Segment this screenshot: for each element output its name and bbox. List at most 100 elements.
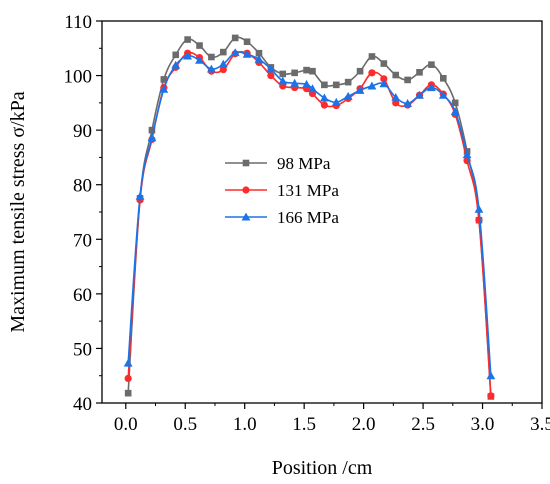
data-point: [367, 81, 377, 90]
data-point: [230, 48, 240, 57]
data-point: [208, 53, 215, 61]
data-point: [475, 216, 483, 224]
x-tick-label: 2.5: [411, 414, 435, 435]
x-axis-label: Position /cm: [272, 457, 373, 479]
data-point: [219, 48, 227, 56]
series-2: [123, 48, 496, 380]
data-point: [380, 75, 388, 83]
y-axis-label: Maximum tensile stress σ/kPa: [7, 91, 29, 332]
data-point: [439, 75, 447, 82]
y-axis: 40 50 60 70 80 90 100 110: [64, 12, 102, 415]
x-tick-label: 2.0: [352, 414, 376, 435]
legend: 98 MPa 131 MPa 166 MPa: [225, 154, 339, 227]
data-point: [184, 36, 191, 43]
data-point: [148, 126, 156, 134]
data-point: [392, 71, 400, 79]
legend-item: 98 MPa: [225, 154, 331, 173]
data-point: [438, 90, 448, 99]
data-point: [355, 85, 365, 94]
legend-item: 131 MPa: [225, 181, 339, 200]
data-point: [160, 76, 168, 83]
data-point: [279, 70, 287, 78]
legend-item: 166 MPa: [225, 208, 339, 227]
x-axis: 0.0 0.5 1.0 1.5 2.0 2.5 3.0 3.5: [114, 403, 550, 435]
data-point: [171, 60, 181, 69]
y-tick-label: 40: [73, 394, 92, 415]
data-point: [487, 392, 495, 400]
data-point: [474, 204, 484, 213]
data-point: [255, 49, 263, 57]
data-point: [427, 83, 436, 92]
data-point: [403, 99, 413, 107]
y-tick-label: 70: [73, 230, 92, 251]
data-point: [368, 53, 376, 60]
y-tick-label: 110: [64, 12, 92, 33]
data-point: [147, 133, 157, 142]
data-point: [308, 84, 317, 93]
data-point: [278, 76, 288, 85]
data-point: [451, 99, 459, 107]
series-layer: [123, 34, 496, 400]
data-point: [356, 67, 364, 75]
legend-marker: [242, 159, 250, 167]
data-point: [392, 99, 400, 107]
data-point: [123, 358, 133, 367]
data-point: [379, 79, 389, 88]
data-point: [343, 91, 353, 100]
y-tick-label: 100: [64, 67, 93, 88]
data-point: [303, 66, 310, 74]
x-tick-label: 3.0: [471, 414, 495, 435]
y-tick-label: 50: [73, 339, 92, 360]
data-point: [309, 67, 316, 75]
data-point: [242, 49, 252, 58]
data-point: [267, 71, 275, 80]
data-point: [450, 107, 460, 116]
legend-label: 131 MPa: [277, 181, 339, 200]
x-tick-label: 3.5: [530, 414, 550, 435]
data-point: [344, 78, 352, 86]
data-point: [391, 93, 401, 101]
data-point: [219, 65, 227, 74]
data-point: [332, 81, 340, 89]
data-point: [404, 76, 411, 84]
data-point: [159, 84, 169, 93]
data-point: [243, 38, 251, 46]
data-point: [368, 69, 376, 77]
data-point: [331, 97, 341, 106]
data-point: [416, 68, 423, 76]
legend-marker: [241, 212, 251, 221]
data-point: [183, 51, 193, 60]
legend-label: 166 MPa: [277, 208, 339, 227]
data-point: [196, 42, 203, 49]
y-tick-label: 90: [73, 121, 92, 142]
x-tick-label: 1.5: [292, 414, 316, 435]
data-point: [135, 191, 145, 200]
y-tick-label: 80: [73, 176, 92, 197]
data-point: [207, 64, 216, 73]
data-point: [415, 90, 424, 99]
data-point: [462, 150, 472, 159]
data-point: [195, 55, 204, 64]
data-point: [124, 389, 132, 397]
data-point: [218, 59, 228, 68]
data-point: [486, 371, 496, 380]
data-point: [302, 79, 311, 88]
x-tick-label: 0.0: [114, 414, 138, 435]
data-point: [380, 60, 388, 67]
legend-label: 98 MPa: [277, 154, 331, 173]
data-point: [124, 374, 132, 383]
data-point: [321, 81, 328, 89]
data-point: [254, 54, 264, 63]
data-point: [320, 101, 328, 109]
data-point: [266, 64, 276, 73]
data-point: [291, 69, 298, 77]
legend-marker: [242, 186, 250, 194]
data-point: [428, 61, 435, 68]
y-tick-label: 60: [73, 285, 92, 306]
data-point: [319, 93, 329, 102]
x-tick-label: 1.0: [233, 414, 257, 435]
data-point: [172, 51, 180, 59]
data-point: [231, 34, 239, 42]
x-tick-label: 0.5: [173, 414, 197, 435]
